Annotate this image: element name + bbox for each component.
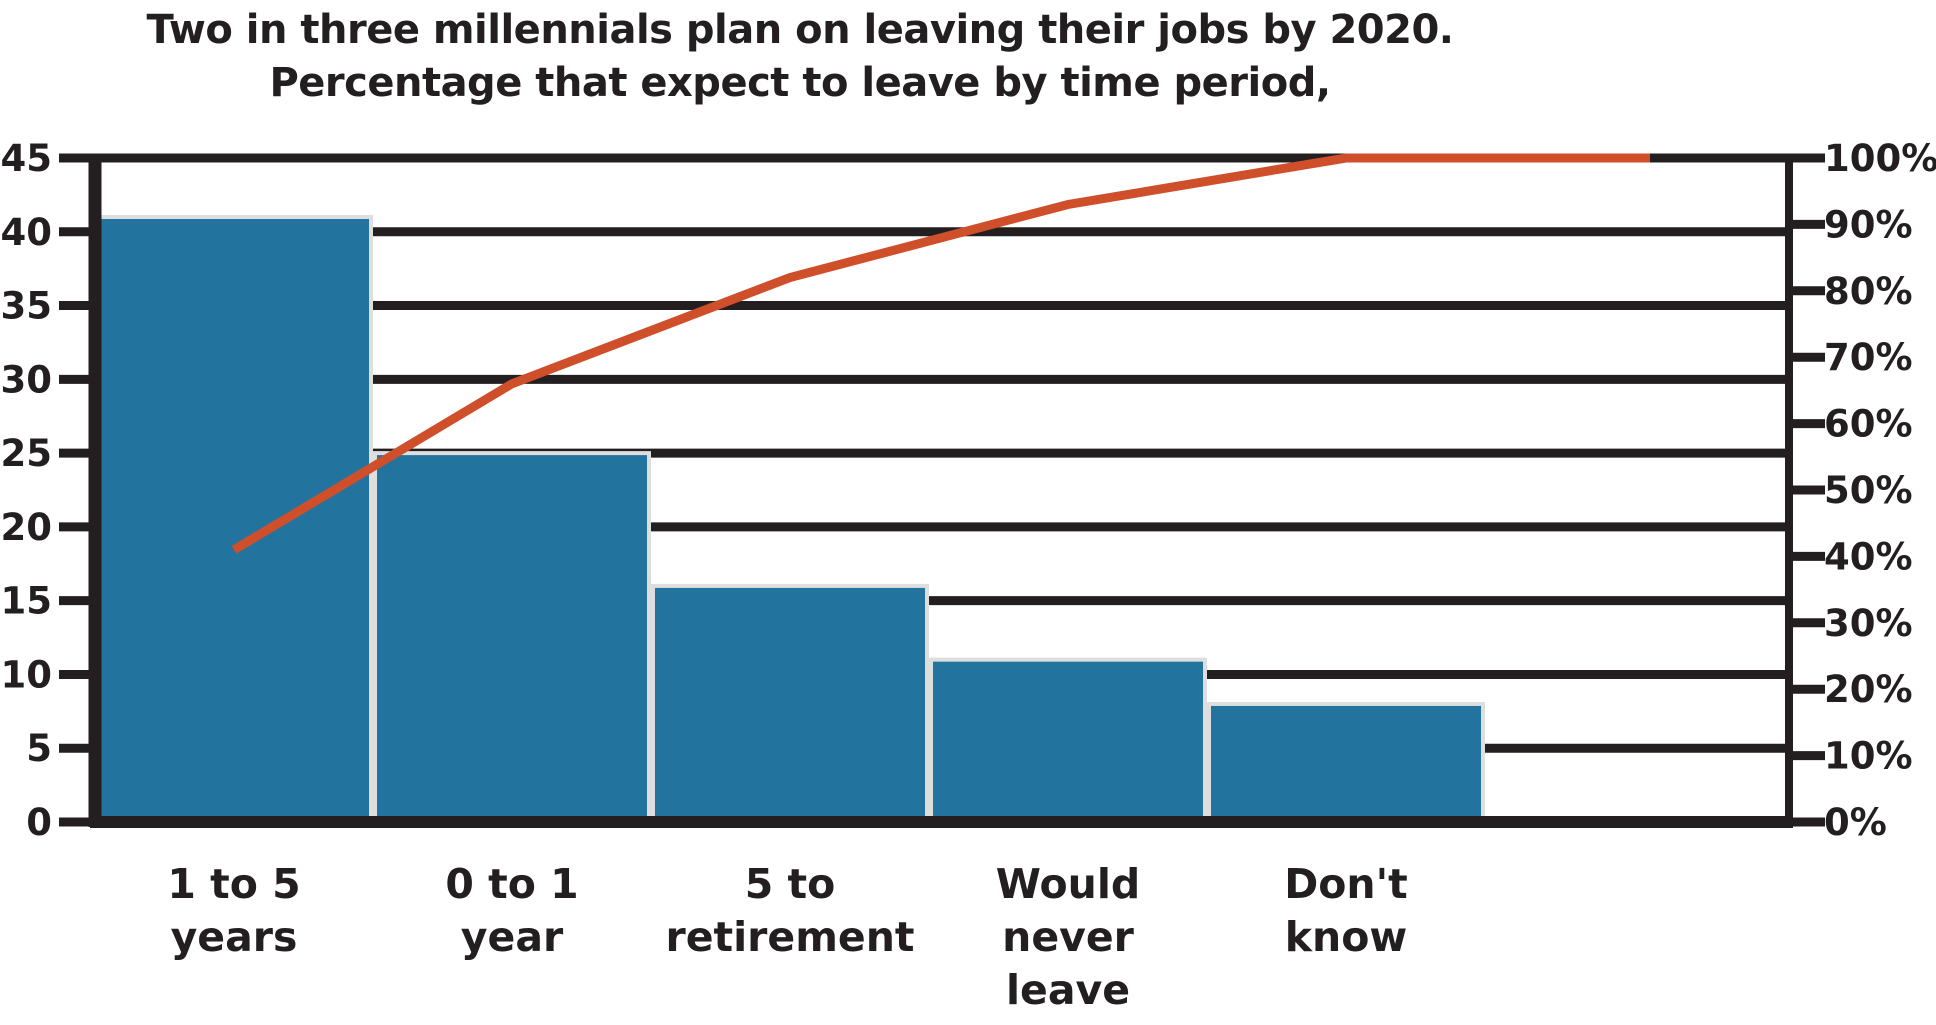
category-label: 5 to retirement [665,860,914,961]
left-axis-tick-label: 25 [1,432,53,475]
right-axis-tick-label: 0% [1824,801,1887,844]
right-axis-tick-label: 40% [1824,535,1913,578]
right-axis-tick-label: 90% [1824,203,1913,246]
right-axis-tick-label: 60% [1824,403,1913,446]
chart-title: Two in three millennials plan on leaving… [0,4,1600,110]
right-axis-tick-label: 80% [1824,270,1913,313]
right-axis-tick-label: 30% [1824,602,1913,645]
bar-1-to-5-years [95,215,373,824]
right-axis-tick-label: 10% [1824,735,1913,778]
left-axis-tick-label: 35 [1,285,53,328]
category-label: 0 to 1 year [445,860,578,961]
right-axis-tick-label: 20% [1824,668,1913,711]
left-axis-tick-label: 30 [1,358,53,401]
left-axis-tick-label: 15 [1,580,53,623]
right-axis-tick-label: 70% [1824,336,1913,379]
chart-title-line2: Percentage that expect to leave by time … [269,59,1331,106]
left-axis-tick-label: 20 [1,506,53,549]
chart-title-line1: Two in three millennials plan on leaving… [146,7,1455,53]
bar-0-to-1-year [373,451,651,824]
bar-would-never-leave [929,657,1207,825]
left-axis-tick-label: 0 [26,801,52,844]
left-axis-tick-label: 10 [1,653,53,696]
right-axis-tick-label: 50% [1824,469,1913,512]
category-label: Would never leave [996,860,1141,1014]
left-axis-tick-label: 40 [1,211,53,254]
right-axis-tick-label: 100% [1824,137,1936,180]
bar-5-to-retirement [651,583,929,825]
cumulative-line [231,153,1650,554]
left-axis-tick-label: 5 [26,727,52,770]
category-label: 1 to 5 years [167,860,300,961]
left-axis-tick-label: 45 [1,137,53,180]
category-label: Don't know [1284,860,1408,961]
bar-don-t-know [1207,701,1485,825]
